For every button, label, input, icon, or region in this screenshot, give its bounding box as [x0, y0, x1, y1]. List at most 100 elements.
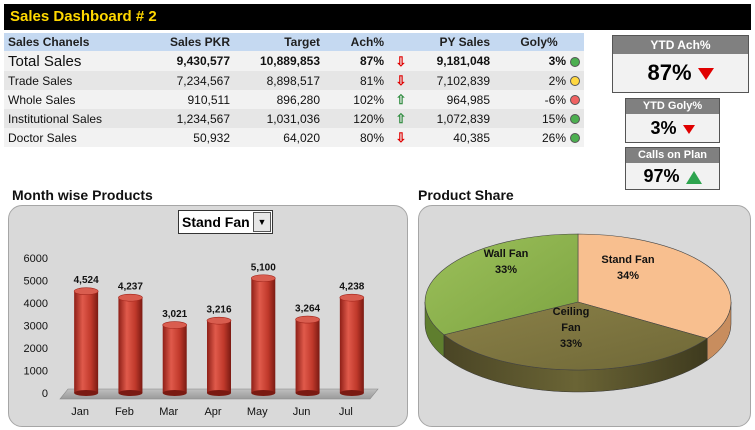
- table-row: Institutional Sales 1,234,567 1,031,036 120…: [4, 109, 584, 128]
- pie-slice-label: Ceiling: [553, 306, 590, 318]
- product-select[interactable]: Stand Fan ▼: [178, 210, 273, 234]
- chevron-down-icon[interactable]: ▼: [253, 212, 271, 232]
- status-dot-icon: [570, 56, 580, 67]
- table-row: Doctor Sales 50,932 64,020 80% ⇩ 40,385 26%: [4, 128, 584, 147]
- status-dot-icon: [570, 95, 580, 106]
- bar-top: [118, 293, 143, 302]
- status-dot-icon: [570, 76, 580, 87]
- bar-top: [250, 274, 276, 283]
- kpi-ytd-ach-value-row: 87%: [613, 54, 748, 92]
- cell-py-sales: 40,385: [414, 128, 494, 147]
- bar-value-label: 4,237: [118, 282, 143, 293]
- goly-value: 26%: [541, 130, 566, 145]
- bar-value-label: 3,216: [206, 305, 231, 316]
- table-row: Trade Sales 7,234,567 8,898,517 81% ⇩ 7,102,8…: [4, 71, 584, 90]
- cell-goly: 2%: [494, 71, 584, 90]
- bar-value-label: 4,238: [339, 282, 364, 293]
- y-tick-label: 0: [42, 388, 48, 400]
- col-header-sales: Sales PKR: [154, 33, 234, 51]
- x-tick-label: Apr: [204, 406, 221, 418]
- status-dot-icon: [570, 114, 580, 125]
- kpi-calls-value-row: 97%: [626, 163, 719, 189]
- goly-value: 15%: [541, 111, 566, 126]
- bar-base: [118, 390, 143, 396]
- goly-value: -6%: [544, 92, 566, 107]
- pie-slice-label: Stand Fan: [601, 254, 654, 266]
- kpi-ytd-ach-value: 87%: [647, 60, 692, 85]
- cell-target: 896,280: [234, 90, 324, 109]
- kpi-calls-label: Calls on Plan: [626, 148, 719, 163]
- kpi-calls-on-plan: Calls on Plan 97%: [625, 147, 720, 190]
- bar-value-label: 4,524: [74, 275, 99, 286]
- pie-slice-label: Fan: [561, 322, 581, 334]
- cell-ach: 81%: [324, 71, 388, 90]
- down-triangle-icon: [697, 68, 714, 81]
- col-header-target: Target: [234, 33, 324, 51]
- cell-target: 8,898,517: [234, 71, 324, 90]
- cell-py-sales: 964,985: [414, 90, 494, 109]
- kpi-ytd-goly-label: YTD Goly%: [626, 99, 719, 114]
- sales-table: Sales Chanels Sales PKR Target Ach% PY S…: [4, 33, 584, 147]
- up-triangle-icon: [685, 170, 702, 184]
- down-arrow-icon: ⇩: [395, 129, 407, 145]
- kpi-calls-value: 97%: [643, 166, 680, 186]
- cell-trend: ⇩: [388, 128, 414, 147]
- pie-slice: [443, 301, 708, 371]
- up-arrow-icon: ⇧: [395, 91, 407, 107]
- x-tick-label: Jan: [71, 406, 89, 418]
- dashboard-title: Sales Dashboard # 2: [4, 4, 751, 30]
- bar: [251, 278, 276, 393]
- bar: [339, 297, 364, 393]
- table-row: Whole Sales 910,511 896,280 102% ⇧ 964,985 -6%: [4, 90, 584, 109]
- x-tick-label: Jul: [339, 406, 353, 418]
- kpi-ytd-ach: YTD Ach% 87%: [612, 35, 749, 93]
- cell-sales: 910,511: [154, 90, 234, 109]
- bar-top: [295, 315, 320, 324]
- kpi-ytd-goly-value: 3%: [650, 118, 677, 138]
- cell-trend: ⇩: [388, 51, 414, 71]
- bar: [118, 297, 143, 393]
- pie-slice: [577, 233, 732, 339]
- col-header-channel: Sales Chanels: [4, 33, 154, 51]
- table-header-row: Sales Chanels Sales PKR Target Ach% PY S…: [4, 33, 584, 51]
- cell-channel: Total Sales: [4, 51, 154, 71]
- cell-trend: ⇧: [388, 90, 414, 109]
- cell-target: 1,031,036: [234, 109, 324, 128]
- goly-value: 2%: [548, 73, 566, 88]
- cell-goly: -6%: [494, 90, 584, 109]
- bar-top: [73, 287, 99, 296]
- bar: [295, 319, 320, 393]
- cell-sales: 7,234,567: [154, 71, 234, 90]
- bar-value-label: 3,264: [295, 304, 320, 315]
- col-header-goly: Goly%: [494, 33, 584, 51]
- down-arrow-icon: ⇩: [395, 53, 407, 69]
- cell-channel: Whole Sales: [4, 90, 154, 109]
- bar: [74, 291, 99, 393]
- month-bar-chart: 0 1000 2000 3000 4000 5000 6000 4,524 Jan 4,237 Fe…: [24, 253, 379, 418]
- x-tick-label: Jun: [293, 406, 311, 418]
- pie-slice-pct-label: 33%: [560, 338, 582, 350]
- x-tick-label: May: [247, 406, 268, 418]
- y-tick-label: 5000: [24, 276, 48, 288]
- kpi-ytd-ach-label: YTD Ach%: [613, 36, 748, 54]
- bar-top: [339, 293, 365, 302]
- up-arrow-icon: ⇧: [395, 110, 407, 126]
- kpi-ytd-goly-value-row: 3%: [626, 114, 719, 142]
- y-tick-label: 6000: [24, 253, 48, 265]
- cell-goly: 15%: [494, 109, 584, 128]
- goly-value: 3%: [548, 54, 566, 68]
- cell-goly: 3%: [494, 51, 584, 71]
- cell-channel: Trade Sales: [4, 71, 154, 90]
- y-tick-label: 3000: [24, 321, 48, 333]
- col-header-trend: [388, 33, 414, 51]
- cell-sales: 1,234,567: [154, 109, 234, 128]
- cell-target: 64,020: [234, 128, 324, 147]
- col-header-py-sales: PY Sales: [414, 33, 494, 51]
- pie-slice-pct-label: 33%: [495, 264, 517, 276]
- bar: [162, 325, 187, 393]
- cell-py-sales: 7,102,839: [414, 71, 494, 90]
- bar-base: [74, 390, 99, 396]
- bar-base: [251, 390, 276, 396]
- down-triangle-icon: [682, 124, 695, 134]
- pie-slice-label: Wall Fan: [484, 248, 529, 260]
